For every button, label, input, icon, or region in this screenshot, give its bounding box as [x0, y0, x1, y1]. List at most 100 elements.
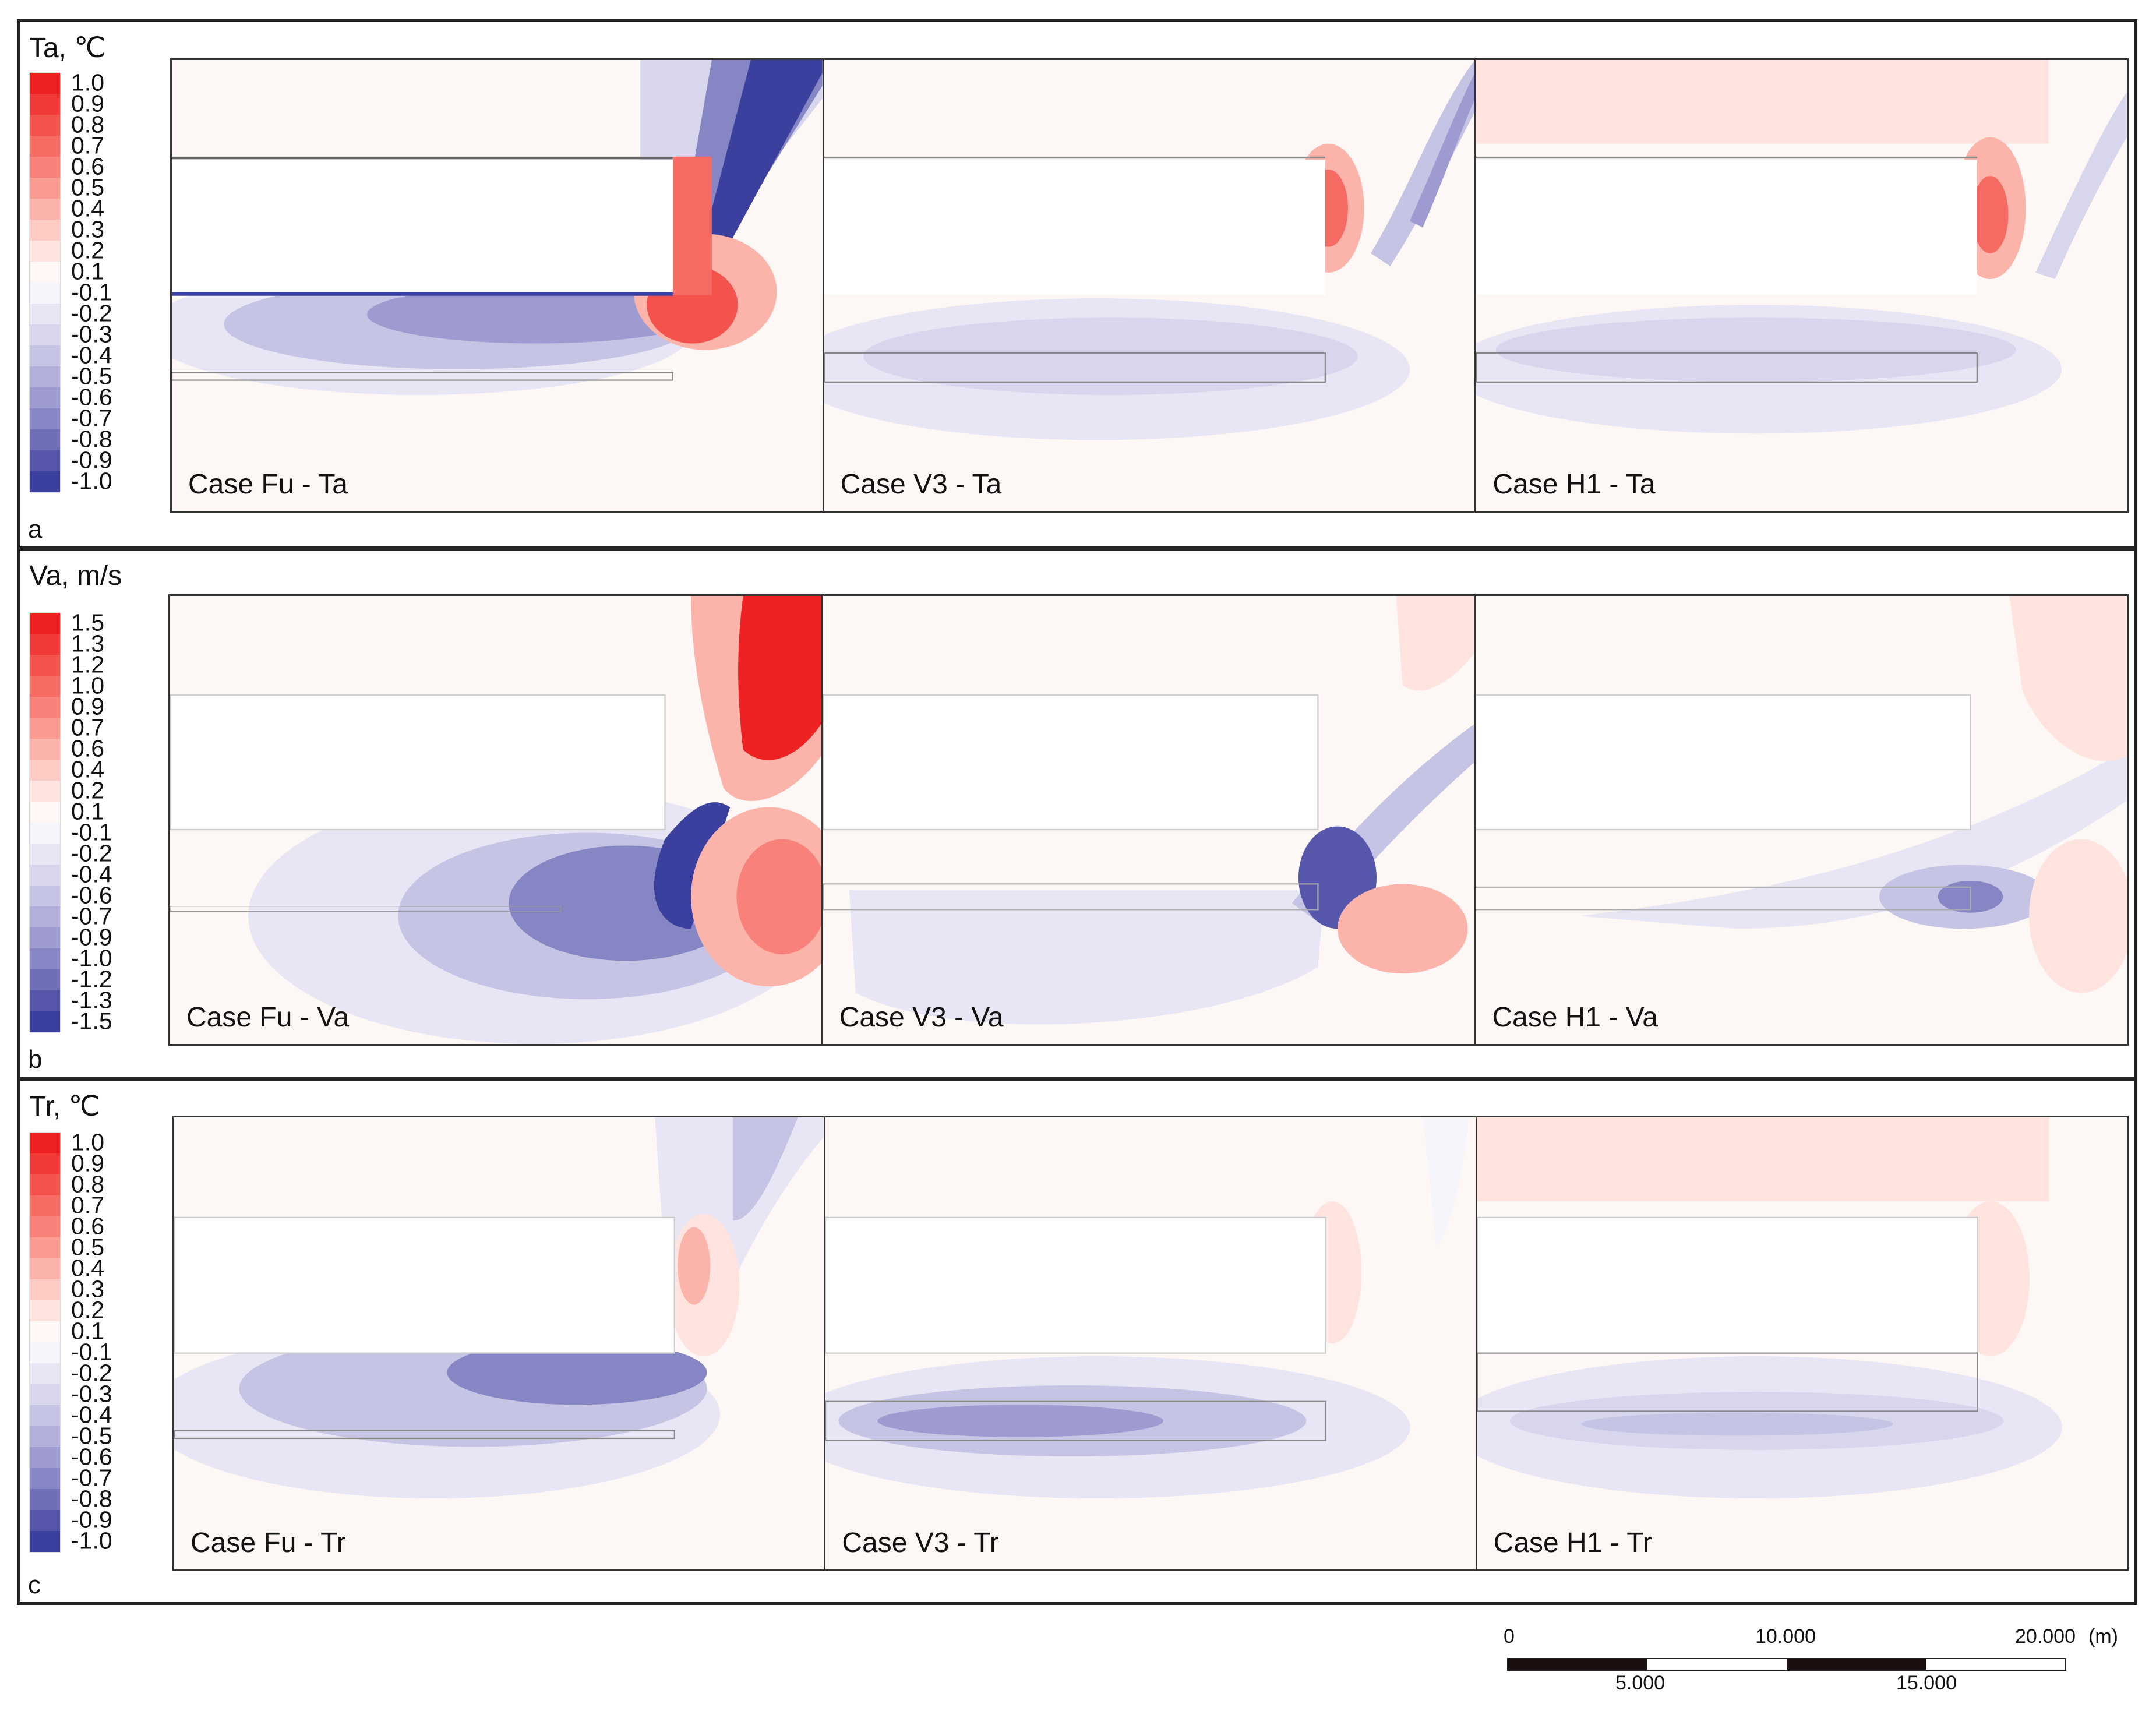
legend-tick-label: 0.8	[71, 111, 104, 138]
legend-swatch	[30, 157, 60, 178]
legend-tick-label: 0.4	[71, 195, 104, 222]
legend-tick-label: 1.0	[71, 672, 104, 699]
scale-label-15000: 15.000	[1896, 1672, 1957, 1694]
legend-swatch	[30, 450, 60, 471]
legend-tick-label: -0.3	[71, 1380, 112, 1407]
legend-tick-label: 0.6	[71, 735, 104, 762]
legend-title: Ta, ℃	[29, 33, 106, 63]
contour-field	[825, 1117, 1476, 1569]
legend-swatch	[30, 802, 60, 823]
legend-swatch	[30, 345, 60, 366]
legend-tick-label: 0.1	[71, 257, 104, 285]
legend-tick-label: -0.1	[71, 278, 112, 306]
legend-tick-label: -0.7	[71, 404, 112, 432]
scale-label-5000: 5.000	[1615, 1672, 1665, 1694]
legend-tick-label: -0.4	[71, 1401, 112, 1428]
legend-swatch	[30, 739, 60, 760]
legend-tick-label: 0.1	[71, 798, 104, 825]
legend-tick-label: -0.5	[71, 362, 112, 390]
panel-v3: Case V3 - Tr	[825, 1117, 1477, 1569]
legend-tick-label: 0.9	[71, 693, 104, 720]
legend-swatch	[30, 1133, 60, 1153]
legend-tick-label: -0.4	[71, 860, 112, 888]
legend-swatch	[30, 1384, 60, 1405]
legend-swatch	[30, 1279, 60, 1300]
panel-v3: Case V3 - Ta	[824, 60, 1477, 511]
panel-label: Case V3 - Ta	[840, 469, 1002, 500]
legend-tick-label: 0.7	[71, 1191, 104, 1219]
legend-swatch	[30, 73, 60, 94]
legend-tick-label: 0.7	[71, 132, 104, 159]
legend-tick-label: 0.2	[71, 237, 104, 264]
legend-swatch	[30, 1153, 60, 1174]
legend-swatch	[30, 781, 60, 802]
legend-tick-label: -0.2	[71, 299, 112, 327]
legend-tick-label: 0.3	[71, 216, 104, 243]
panel-label: Case V3 - Tr	[842, 1527, 999, 1558]
legend-tick-label: -1.2	[71, 965, 112, 993]
legend-swatch	[30, 697, 60, 718]
legend-tick-label: 1.0	[71, 69, 104, 96]
panel-label: Case Fu - Ta	[188, 469, 348, 500]
legend-tick-label: 0.9	[71, 1149, 104, 1177]
legend-tick-label: -0.4	[71, 341, 112, 369]
legend-tick-label: 0.6	[71, 153, 104, 180]
legend-tick-label: -0.7	[71, 902, 112, 930]
legend-swatch	[30, 948, 60, 969]
contour-field	[170, 596, 821, 1044]
legend-tick-label: -0.9	[71, 923, 112, 951]
legend-tick-label: -0.7	[71, 1464, 112, 1491]
legend-tick-label: -0.6	[71, 383, 112, 411]
legend-swatch	[30, 387, 60, 408]
row-c: Tr, ℃ 1.0 0.9 0.8 0.7 0.6 0.5 0.4 0.3 0.2 0.1 -0.1…	[17, 1078, 2137, 1605]
legend-swatch	[30, 408, 60, 429]
legend-tick-label: 0.1	[71, 1317, 104, 1345]
row-b: Va, m/s 1.5 1.3 1.2 1.0 0.9 0.7 0.6 0.4 0.2 0.1 -0…	[17, 548, 2137, 1079]
legend-tick-label: -1.0	[71, 1527, 112, 1554]
legend-tick-label: -0.9	[71, 446, 112, 474]
legend-swatch	[30, 1258, 60, 1279]
legend-tick-label: 0.4	[71, 1254, 104, 1282]
contour-field	[1476, 60, 2127, 511]
legend-tick-label: 1.5	[71, 609, 104, 636]
legend-swatch	[30, 676, 60, 697]
contour-field	[1477, 1117, 2127, 1569]
legend-tick-label: 0.5	[71, 174, 104, 201]
legend-tick-label: 0.2	[71, 1296, 104, 1324]
legend-swatch	[30, 969, 60, 990]
contour-field	[1476, 596, 2127, 1044]
legend-tick-label: -0.1	[71, 1338, 112, 1366]
legend-swatch	[30, 471, 60, 492]
legend-swatch	[30, 990, 60, 1011]
contour-field	[823, 596, 1474, 1044]
legend-tick-label: 0.4	[71, 756, 104, 783]
legend-tick-label: 1.2	[71, 651, 104, 678]
panel-label: Case V3 - Va	[839, 1002, 1004, 1033]
legend-swatch	[30, 1426, 60, 1447]
legend-swatch	[30, 1174, 60, 1195]
legend-tick-label: 0.9	[71, 90, 104, 117]
legend-swatch	[30, 94, 60, 115]
legend-tick-label: -0.6	[71, 1443, 112, 1470]
scale-label-20000: 20.000	[2015, 1625, 2076, 1648]
legend-swatch	[30, 283, 60, 304]
legend-tick-label: -0.2	[71, 1359, 112, 1387]
legend-swatch	[30, 241, 60, 262]
legend-swatch	[30, 178, 60, 199]
panel-group: Case Fu - Tr Case V3 - Tr	[172, 1116, 2129, 1571]
legend-swatch	[30, 262, 60, 283]
legend-swatch	[30, 1342, 60, 1363]
panel-label: Case Fu - Tr	[190, 1527, 346, 1558]
legend-tick-label: 0.5	[71, 1233, 104, 1261]
legend-swatch	[30, 1531, 60, 1552]
scale-bar-graphic	[1507, 1658, 2066, 1671]
legend-tick-label: -0.2	[71, 839, 112, 867]
legend-tick-label: -1.0	[71, 467, 112, 495]
legend-swatch	[30, 1011, 60, 1032]
legend-swatch	[30, 655, 60, 676]
legend-tick-label: 0.7	[71, 714, 104, 741]
panel-group: Case Fu - Ta Case V3 - Ta	[170, 58, 2129, 513]
legend-swatch	[30, 1363, 60, 1384]
panel-h1: Case H1 - Va	[1476, 596, 2127, 1044]
row-a: Ta, ℃ 1.0 0.9 0.8 0.7 0.6 0.5 0.4 0.3 0.2 0.1 -0.1…	[17, 19, 2137, 549]
